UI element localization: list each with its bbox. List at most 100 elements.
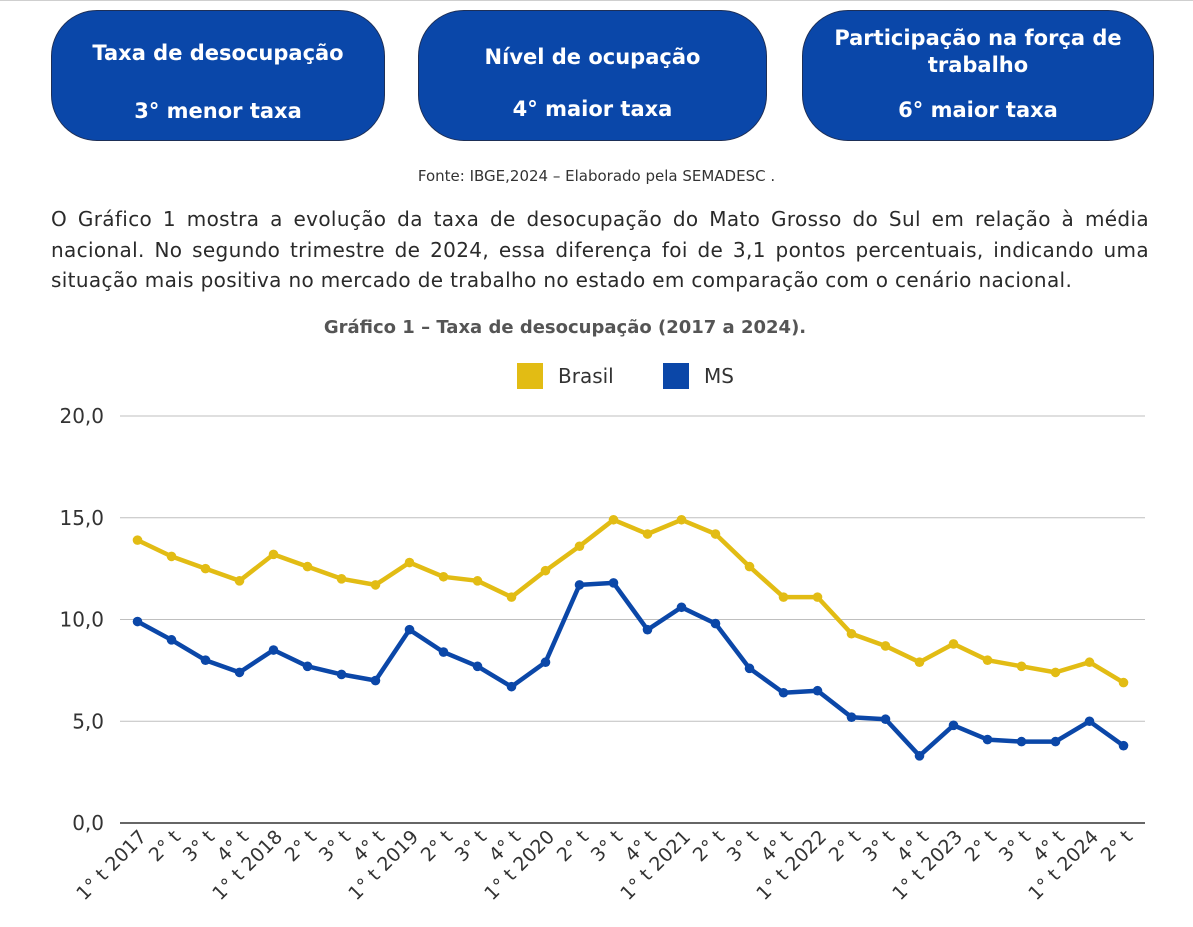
data-point-brasil [744, 561, 755, 572]
data-point-brasil [1016, 661, 1027, 672]
data-point-ms [166, 635, 177, 645]
data-point-brasil [812, 592, 823, 602]
data-point-brasil [302, 561, 313, 572]
data-point-ms [1050, 736, 1061, 747]
x-tick-label: 1° t 2017 [72, 826, 151, 905]
y-tick-label: 0,0 [72, 811, 104, 835]
data-point-ms [812, 685, 823, 696]
x-tick-label: 3° t [723, 826, 763, 866]
x-tick-label: 2° t [417, 826, 457, 866]
x-tick-label: 2° t [1097, 826, 1137, 866]
data-point-ms [132, 616, 143, 627]
top-rule [0, 0, 1193, 1]
data-point-brasil [404, 557, 415, 568]
y-tick-label: 5,0 [72, 709, 104, 733]
data-point-ms [710, 618, 721, 629]
data-point-brasil [846, 628, 857, 639]
data-point-ms [880, 714, 891, 725]
data-point-brasil [540, 565, 551, 576]
data-point-ms [370, 675, 381, 686]
data-point-ms [676, 602, 687, 613]
legend-swatch-ms [663, 363, 689, 389]
card-participacao-forca-trabalho: Participação na força de trabalho 6° mai… [802, 10, 1154, 141]
card-value: 4° maior taxa [512, 97, 673, 121]
data-point-brasil [778, 592, 789, 602]
data-point-ms [744, 663, 755, 674]
chart-title: Gráfico 1 – Taxa de desocupação (2017 a … [323, 317, 807, 338]
x-tick-label: 3° t [315, 826, 355, 866]
x-tick-label: 3° t [451, 826, 491, 866]
x-tick-label: 3° t [995, 826, 1035, 866]
card-value: 3° menor taxa [134, 99, 302, 123]
x-tick-label: 2° t [281, 826, 321, 866]
data-point-brasil [472, 576, 483, 586]
data-point-brasil [1050, 667, 1061, 678]
data-point-brasil [982, 655, 993, 665]
data-point-brasil [1118, 677, 1129, 688]
data-point-ms [982, 734, 993, 745]
x-tick-label: 2° t [961, 826, 1001, 866]
data-point-ms [846, 712, 857, 722]
data-point-ms [302, 661, 313, 672]
legend-swatch-brasil [517, 363, 543, 389]
x-tick-label: 2° t [825, 826, 865, 866]
data-point-brasil [574, 541, 585, 552]
data-point-brasil [438, 571, 449, 582]
data-point-ms [404, 624, 415, 635]
data-point-ms [642, 624, 653, 635]
x-tick-label: 2° t [553, 826, 593, 866]
data-point-brasil [268, 549, 279, 560]
legend-label-ms: MS [704, 364, 734, 388]
data-point-brasil [506, 592, 517, 602]
card-value: 6° maior taxa [898, 98, 1058, 122]
body-paragraph: O Gráfico 1 mostra a evolução da taxa de… [51, 207, 1149, 292]
x-tick-label: 3° t [179, 826, 219, 866]
data-point-brasil [948, 639, 959, 649]
data-point-ms [914, 751, 925, 761]
data-point-brasil [370, 580, 381, 590]
legend-item-ms: MS [663, 363, 734, 389]
data-point-ms [1084, 716, 1095, 727]
data-point-ms [472, 661, 483, 672]
series-line-brasil [135, 517, 1126, 685]
data-point-brasil [914, 657, 925, 668]
data-point-ms [574, 580, 585, 590]
data-point-brasil [1084, 657, 1095, 668]
data-point-ms [1118, 740, 1129, 751]
data-point-ms [540, 657, 551, 668]
card-title: Taxa de desocupação [92, 41, 344, 65]
y-tick-label: 20,0 [59, 404, 104, 428]
y-tick-label: 10,0 [59, 608, 104, 632]
data-point-ms [234, 667, 245, 678]
data-point-brasil [200, 563, 211, 574]
x-tick-label: 3° t [859, 826, 899, 866]
data-point-brasil [642, 529, 653, 539]
card-title: Participação na força de trabalho [834, 26, 1122, 77]
data-point-brasil [132, 535, 143, 545]
data-point-brasil [710, 529, 721, 539]
data-point-ms [200, 655, 211, 665]
series-line-ms [135, 580, 1126, 759]
card-title: Nível de ocupação [484, 45, 701, 69]
data-point-brasil [166, 551, 177, 562]
x-tick-label: 2° t [145, 826, 185, 866]
card-nivel-ocupacao: Nível de ocupação 4° maior taxa [418, 10, 767, 141]
data-point-brasil [676, 514, 687, 525]
x-tick-label: 2° t [689, 826, 729, 866]
card-taxa-desocupacao: Taxa de desocupação 3° menor taxa [51, 10, 385, 141]
data-point-brasil [234, 576, 245, 586]
y-tick-label: 15,0 [59, 506, 104, 530]
data-point-ms [268, 645, 279, 655]
data-point-ms [336, 669, 347, 680]
data-point-brasil [880, 641, 891, 651]
legend-label-brasil: Brasil [558, 364, 614, 388]
source-note: Fonte: IBGE,2024 – Elaborado pela SEMADE… [417, 167, 776, 185]
data-point-brasil [336, 574, 347, 584]
data-point-ms [778, 687, 789, 698]
data-point-ms [1016, 736, 1027, 747]
legend-item-brasil: Brasil [517, 363, 614, 389]
data-point-ms [608, 578, 619, 588]
data-point-ms [948, 720, 959, 731]
x-tick-label: 3° t [587, 826, 627, 866]
